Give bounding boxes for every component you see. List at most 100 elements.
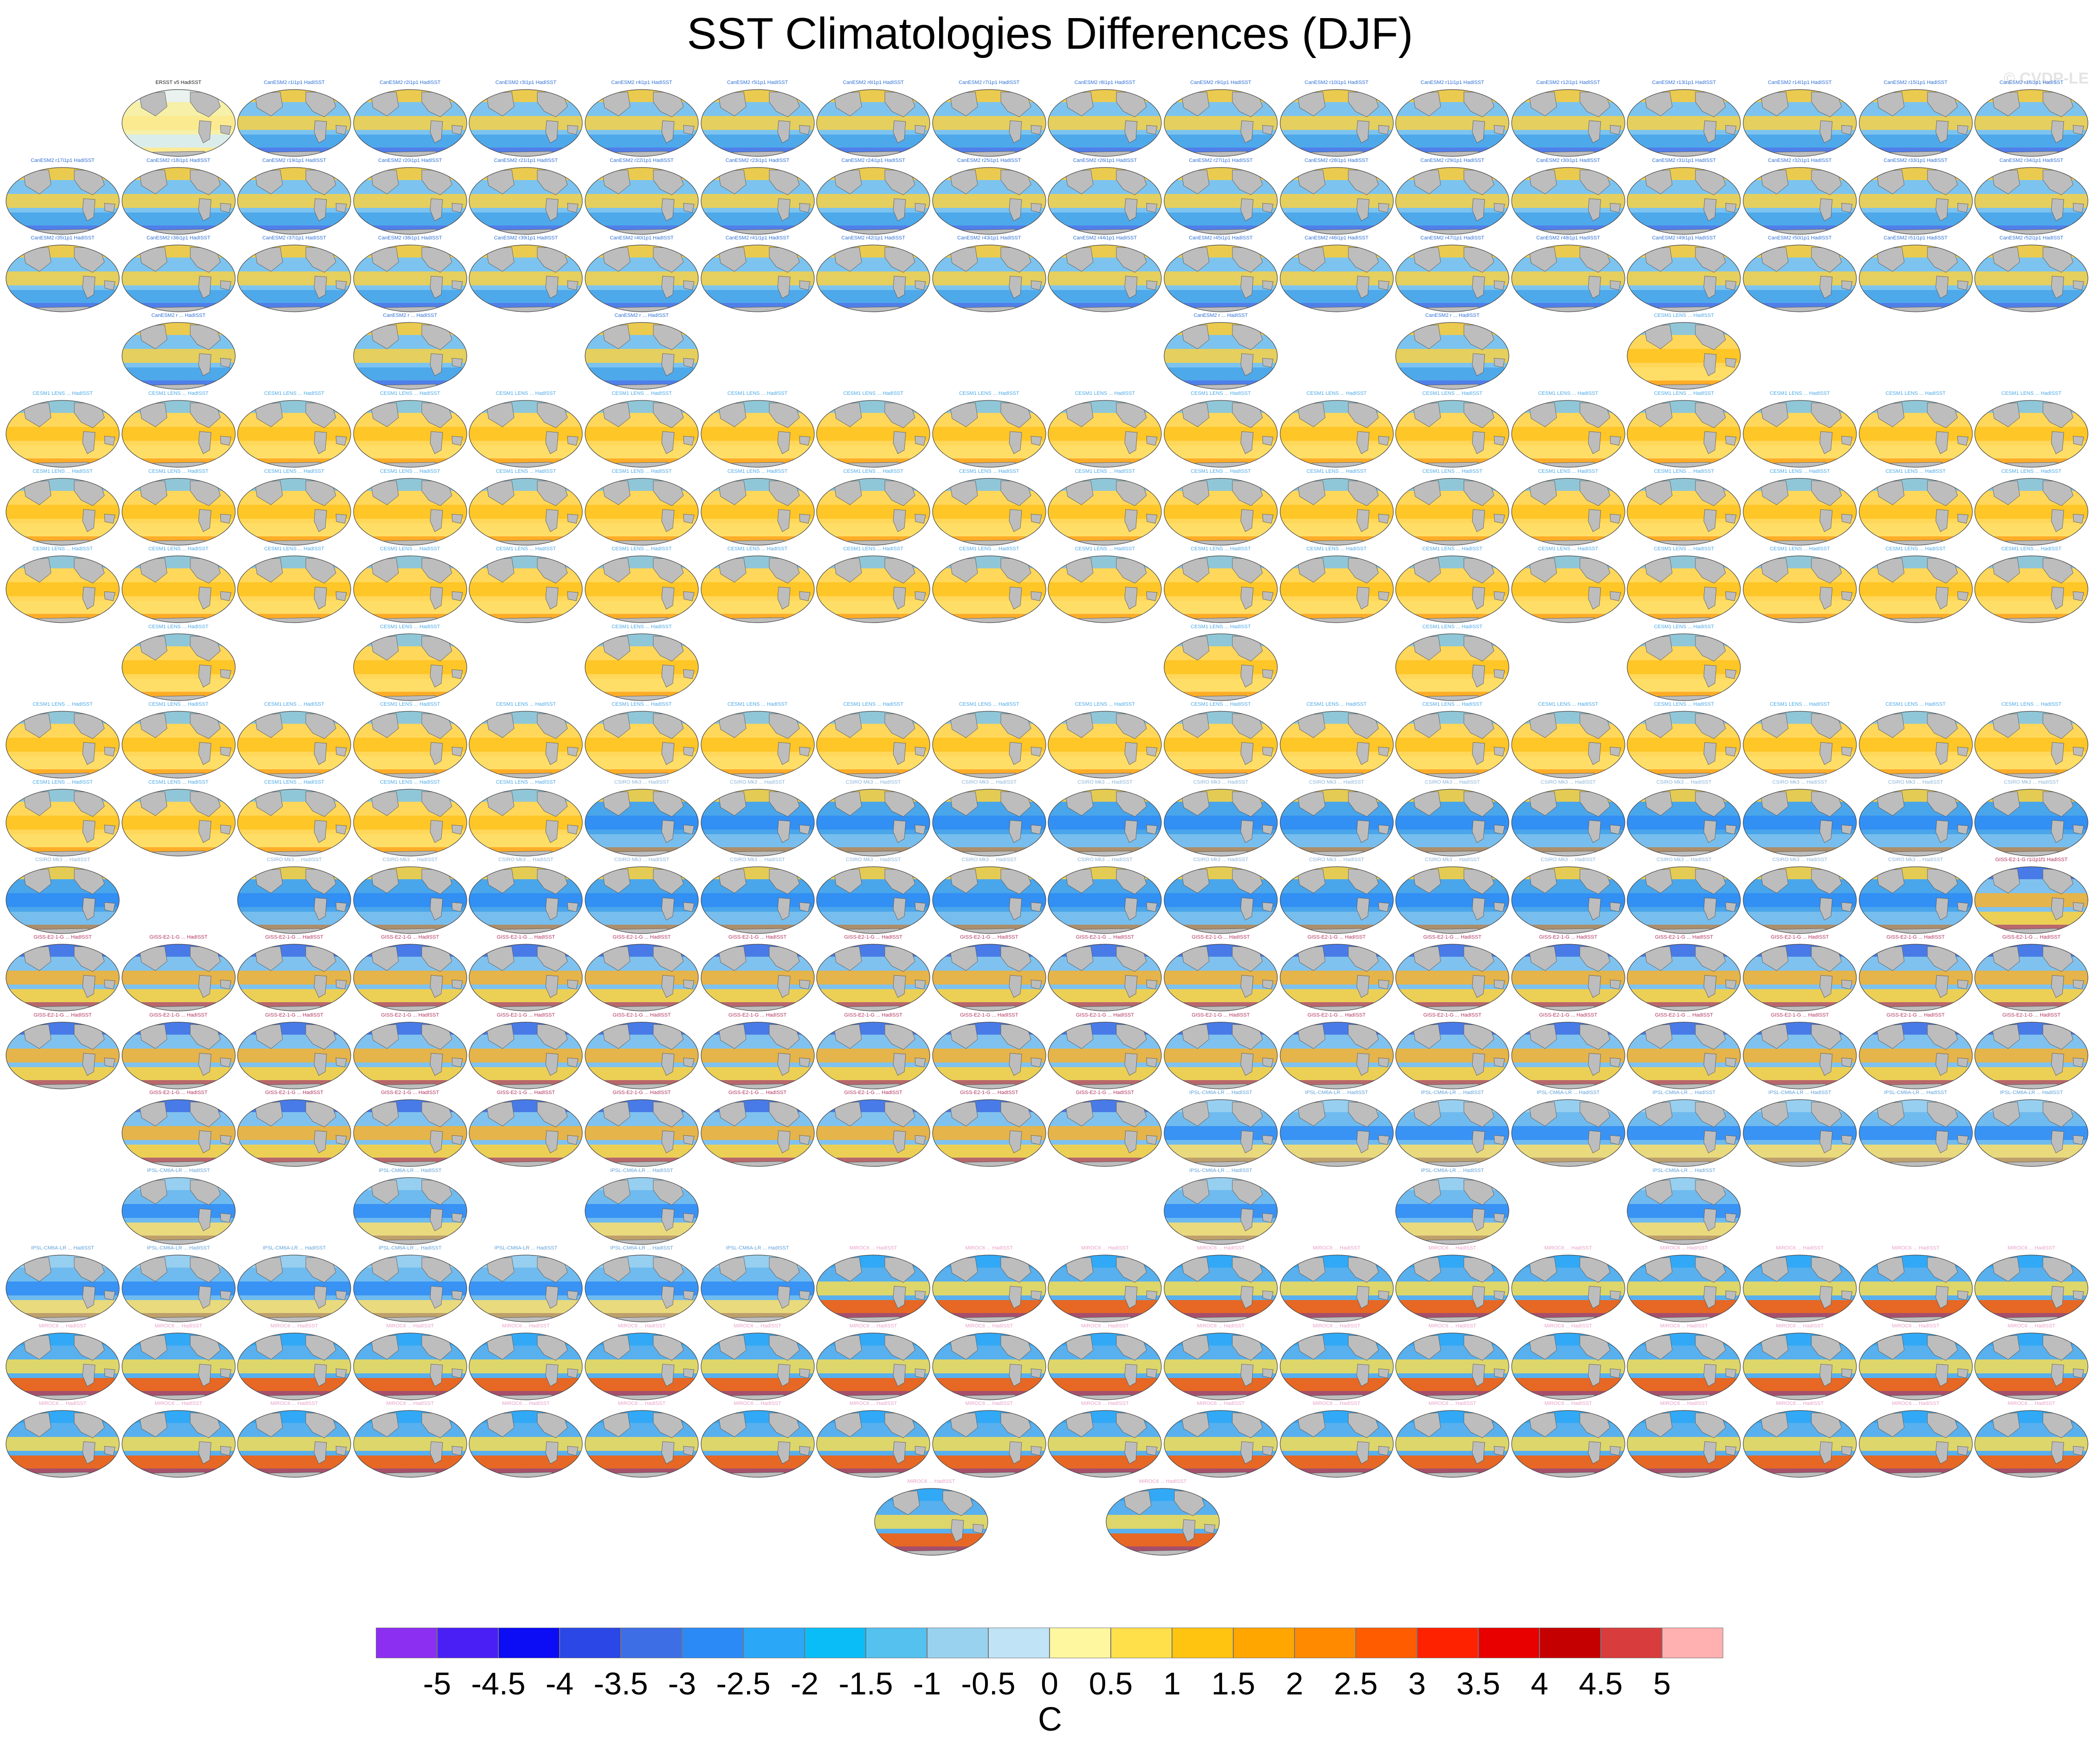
sst-difference-map xyxy=(121,555,236,623)
map-panel: CESM1 LENS ... HadISST xyxy=(1047,391,1163,470)
map-panel-title: CESM1 LENS ... HadISST xyxy=(1654,702,1714,707)
sst-difference-map xyxy=(121,1255,236,1322)
map-panel: CESM1 LENS ... HadISST xyxy=(584,546,700,625)
map-panel-title: GISS-E2-1-G ... HadISST xyxy=(1771,1012,1829,1018)
sst-difference-map xyxy=(353,555,467,623)
map-panel-title: CESM1 LENS ... HadISST xyxy=(380,391,440,396)
sst-difference-map xyxy=(1048,1022,1162,1089)
sst-difference-map xyxy=(237,1410,351,1478)
map-panel: CESM1 LENS ... HadISST xyxy=(5,391,121,470)
map-panel: CanESM2 r35i1p1 HadISST xyxy=(5,235,121,314)
map-panel-title: CESM1 LENS ... HadISST xyxy=(843,702,903,707)
map-panel: CSIRO Mk3 ... HadISST xyxy=(1394,779,1510,858)
map-panel: CESM1 LENS ... HadISST xyxy=(584,469,700,547)
map-panel: GISS-E2-1-G ... HadISST xyxy=(121,1090,237,1169)
map-panel-title: GISS-E2-1-G ... HadISST xyxy=(960,1012,1018,1018)
map-panel: GISS-E2-1-G ... HadISST xyxy=(5,1012,121,1091)
map-panel: CanESM2 r1i1p1 HadISST xyxy=(236,80,352,159)
map-panel: CESM1 LENS ... HadISST xyxy=(5,779,121,858)
map-panel-title: CanESM2 r32i1p1 HadISST xyxy=(1768,158,1832,163)
sst-difference-map xyxy=(1743,245,1857,312)
map-panel: CESM1 LENS ... HadISST xyxy=(815,391,931,470)
sst-difference-map xyxy=(1048,1099,1162,1167)
map-panel-title: CESM1 LENS ... HadISST xyxy=(1654,469,1714,474)
map-panel: GISS-E2-1-G ... HadISST xyxy=(1047,934,1163,1013)
colorbar-tick-label: -3 xyxy=(668,1666,696,1701)
map-panel-title: CSIRO Mk3 ... HadISST xyxy=(1772,857,1828,863)
map-panel-title: CESM1 LENS ... HadISST xyxy=(1306,391,1367,396)
map-panel-title: GISS-E2-1-G ... HadISST xyxy=(1886,934,1945,940)
map-panel: GISS-E2-1-G ... HadISST xyxy=(468,934,584,1013)
map-panel-title: CESM1 LENS ... HadISST xyxy=(496,469,556,474)
map-panel-title: IPSL-CM6A-LR ... HadISST xyxy=(147,1168,210,1173)
colorbar-box xyxy=(1540,1628,1601,1658)
sst-difference-map xyxy=(1511,1022,1625,1089)
map-panel-title: MIROC6 ... HadISST xyxy=(1892,1323,1939,1329)
map-panel: CSIRO Mk3 ... HadISST xyxy=(700,779,816,858)
map-panel-title: MIROC6 ... HadISST xyxy=(386,1401,434,1406)
map-panel-title: CESM1 LENS ... HadISST xyxy=(1885,702,1946,707)
map-panel-title: CESM1 LENS ... HadISST xyxy=(1075,702,1135,707)
map-panel-title: CESM1 LENS ... HadISST xyxy=(1885,391,1946,396)
map-panel-title: CESM1 LENS ... HadISST xyxy=(1422,546,1482,552)
map-panel: CESM1 LENS ... HadISST xyxy=(1279,546,1395,625)
map-panel: CSIRO Mk3 ... HadISST xyxy=(1047,779,1163,858)
map-panel-title: CESM1 LENS ... HadISST xyxy=(1191,469,1251,474)
map-panel: CESM1 LENS ... HadISST xyxy=(1163,469,1279,547)
map-panel-title: CanESM2 r43i1p1 HadISST xyxy=(957,235,1021,241)
map-panel: CESM1 LENS ... HadISST xyxy=(1858,546,1974,625)
sst-difference-map xyxy=(816,866,930,934)
map-panel: CESM1 LENS ... HadISST xyxy=(1742,546,1858,625)
map-panel-title: GISS-E2-1-G ... HadISST xyxy=(844,934,902,940)
sst-difference-map xyxy=(353,1410,467,1478)
map-panel-title: CESM1 LENS ... HadISST xyxy=(2001,469,2061,474)
map-panel: CESM1 LENS ... HadISST xyxy=(352,779,468,858)
sst-difference-map xyxy=(237,1255,351,1322)
map-panel: MIROC6 ... HadISST xyxy=(1973,1401,2089,1480)
map-panel-title: CanESM2 r46i1p1 HadISST xyxy=(1304,235,1369,241)
map-panel-title: CanESM2 r22i1p1 HadISST xyxy=(610,158,674,163)
map-panel: CESM1 LENS ... HadISST xyxy=(931,546,1047,625)
sst-difference-map xyxy=(469,1255,583,1322)
map-panel-title: CESM1 LENS ... HadISST xyxy=(32,391,93,396)
sst-difference-map xyxy=(1974,478,2088,546)
map-panel: CESM1 LENS ... HadISST xyxy=(1394,702,1510,780)
map-panel-title: IPSL-CM6A-LR ... HadISST xyxy=(378,1245,442,1251)
map-panel-title: CESM1 LENS ... HadISST xyxy=(148,702,209,707)
map-panel: CESM1 LENS ... HadISST xyxy=(121,779,237,858)
map-panel: CanESM2 r52i1p1 HadISST xyxy=(1973,235,2089,314)
colorbar-tick-label: 0 xyxy=(1041,1666,1058,1701)
colorbar-box xyxy=(376,1628,437,1658)
sst-difference-map xyxy=(816,1410,930,1478)
map-panel: GISS-E2-1-G ... HadISST xyxy=(1626,934,1742,1013)
sst-difference-map xyxy=(700,1333,815,1400)
map-panel-title: CESM1 LENS ... HadISST xyxy=(1654,624,1714,630)
map-panel: IPSL-CM6A-LR ... HadISST xyxy=(1626,1090,1742,1169)
map-panel-title: MIROC6 ... HadISST xyxy=(2007,1323,2055,1329)
map-panel: GISS-E2-1-G ... HadISST xyxy=(121,1012,237,1091)
map-panel-title: IPSL-CM6A-LR ... HadISST xyxy=(1421,1090,1484,1095)
map-panel-title: CESM1 LENS ... HadISST xyxy=(843,469,903,474)
sst-difference-map xyxy=(1974,555,2088,623)
map-panel: CanESM2 r51i1p1 HadISST xyxy=(1858,235,1974,314)
map-panel: IPSL-CM6A-LR ... HadISST xyxy=(1510,1090,1626,1169)
map-panel-title: CanESM2 r42i1p1 HadISST xyxy=(841,235,905,241)
sst-difference-map xyxy=(1858,789,1973,856)
colorbar-tick-label: -4.5 xyxy=(471,1666,526,1701)
colorbar-box xyxy=(1601,1628,1662,1658)
map-panel-title: CSIRO Mk3 ... HadISST xyxy=(1424,857,1480,863)
map-panel: GISS-E2-1-G ... HadISST xyxy=(815,1090,931,1169)
map-panel: CESM1 LENS ... HadISST xyxy=(1626,469,1742,547)
map-panel-title: IPSL-CM6A-LR ... HadISST xyxy=(1536,1090,1600,1095)
sst-difference-map xyxy=(585,1410,699,1478)
map-panel: CESM1 LENS ... HadISST xyxy=(468,546,584,625)
sst-difference-map xyxy=(121,400,236,468)
sst-difference-map xyxy=(1279,555,1394,623)
map-panel: MIROC6 ... HadISST xyxy=(815,1401,931,1480)
map-panel-title: GISS-E2-1-G ... HadISST xyxy=(1192,934,1250,940)
map-panel: CSIRO Mk3 ... HadISST xyxy=(584,779,700,858)
map-panel: CESM1 LENS ... HadISST xyxy=(468,469,584,547)
map-panel-title: CanESM2 r1i1p1 HadISST xyxy=(264,80,325,85)
sst-difference-map xyxy=(1511,245,1625,312)
map-panel: CESM1 LENS ... HadISST xyxy=(1394,391,1510,470)
